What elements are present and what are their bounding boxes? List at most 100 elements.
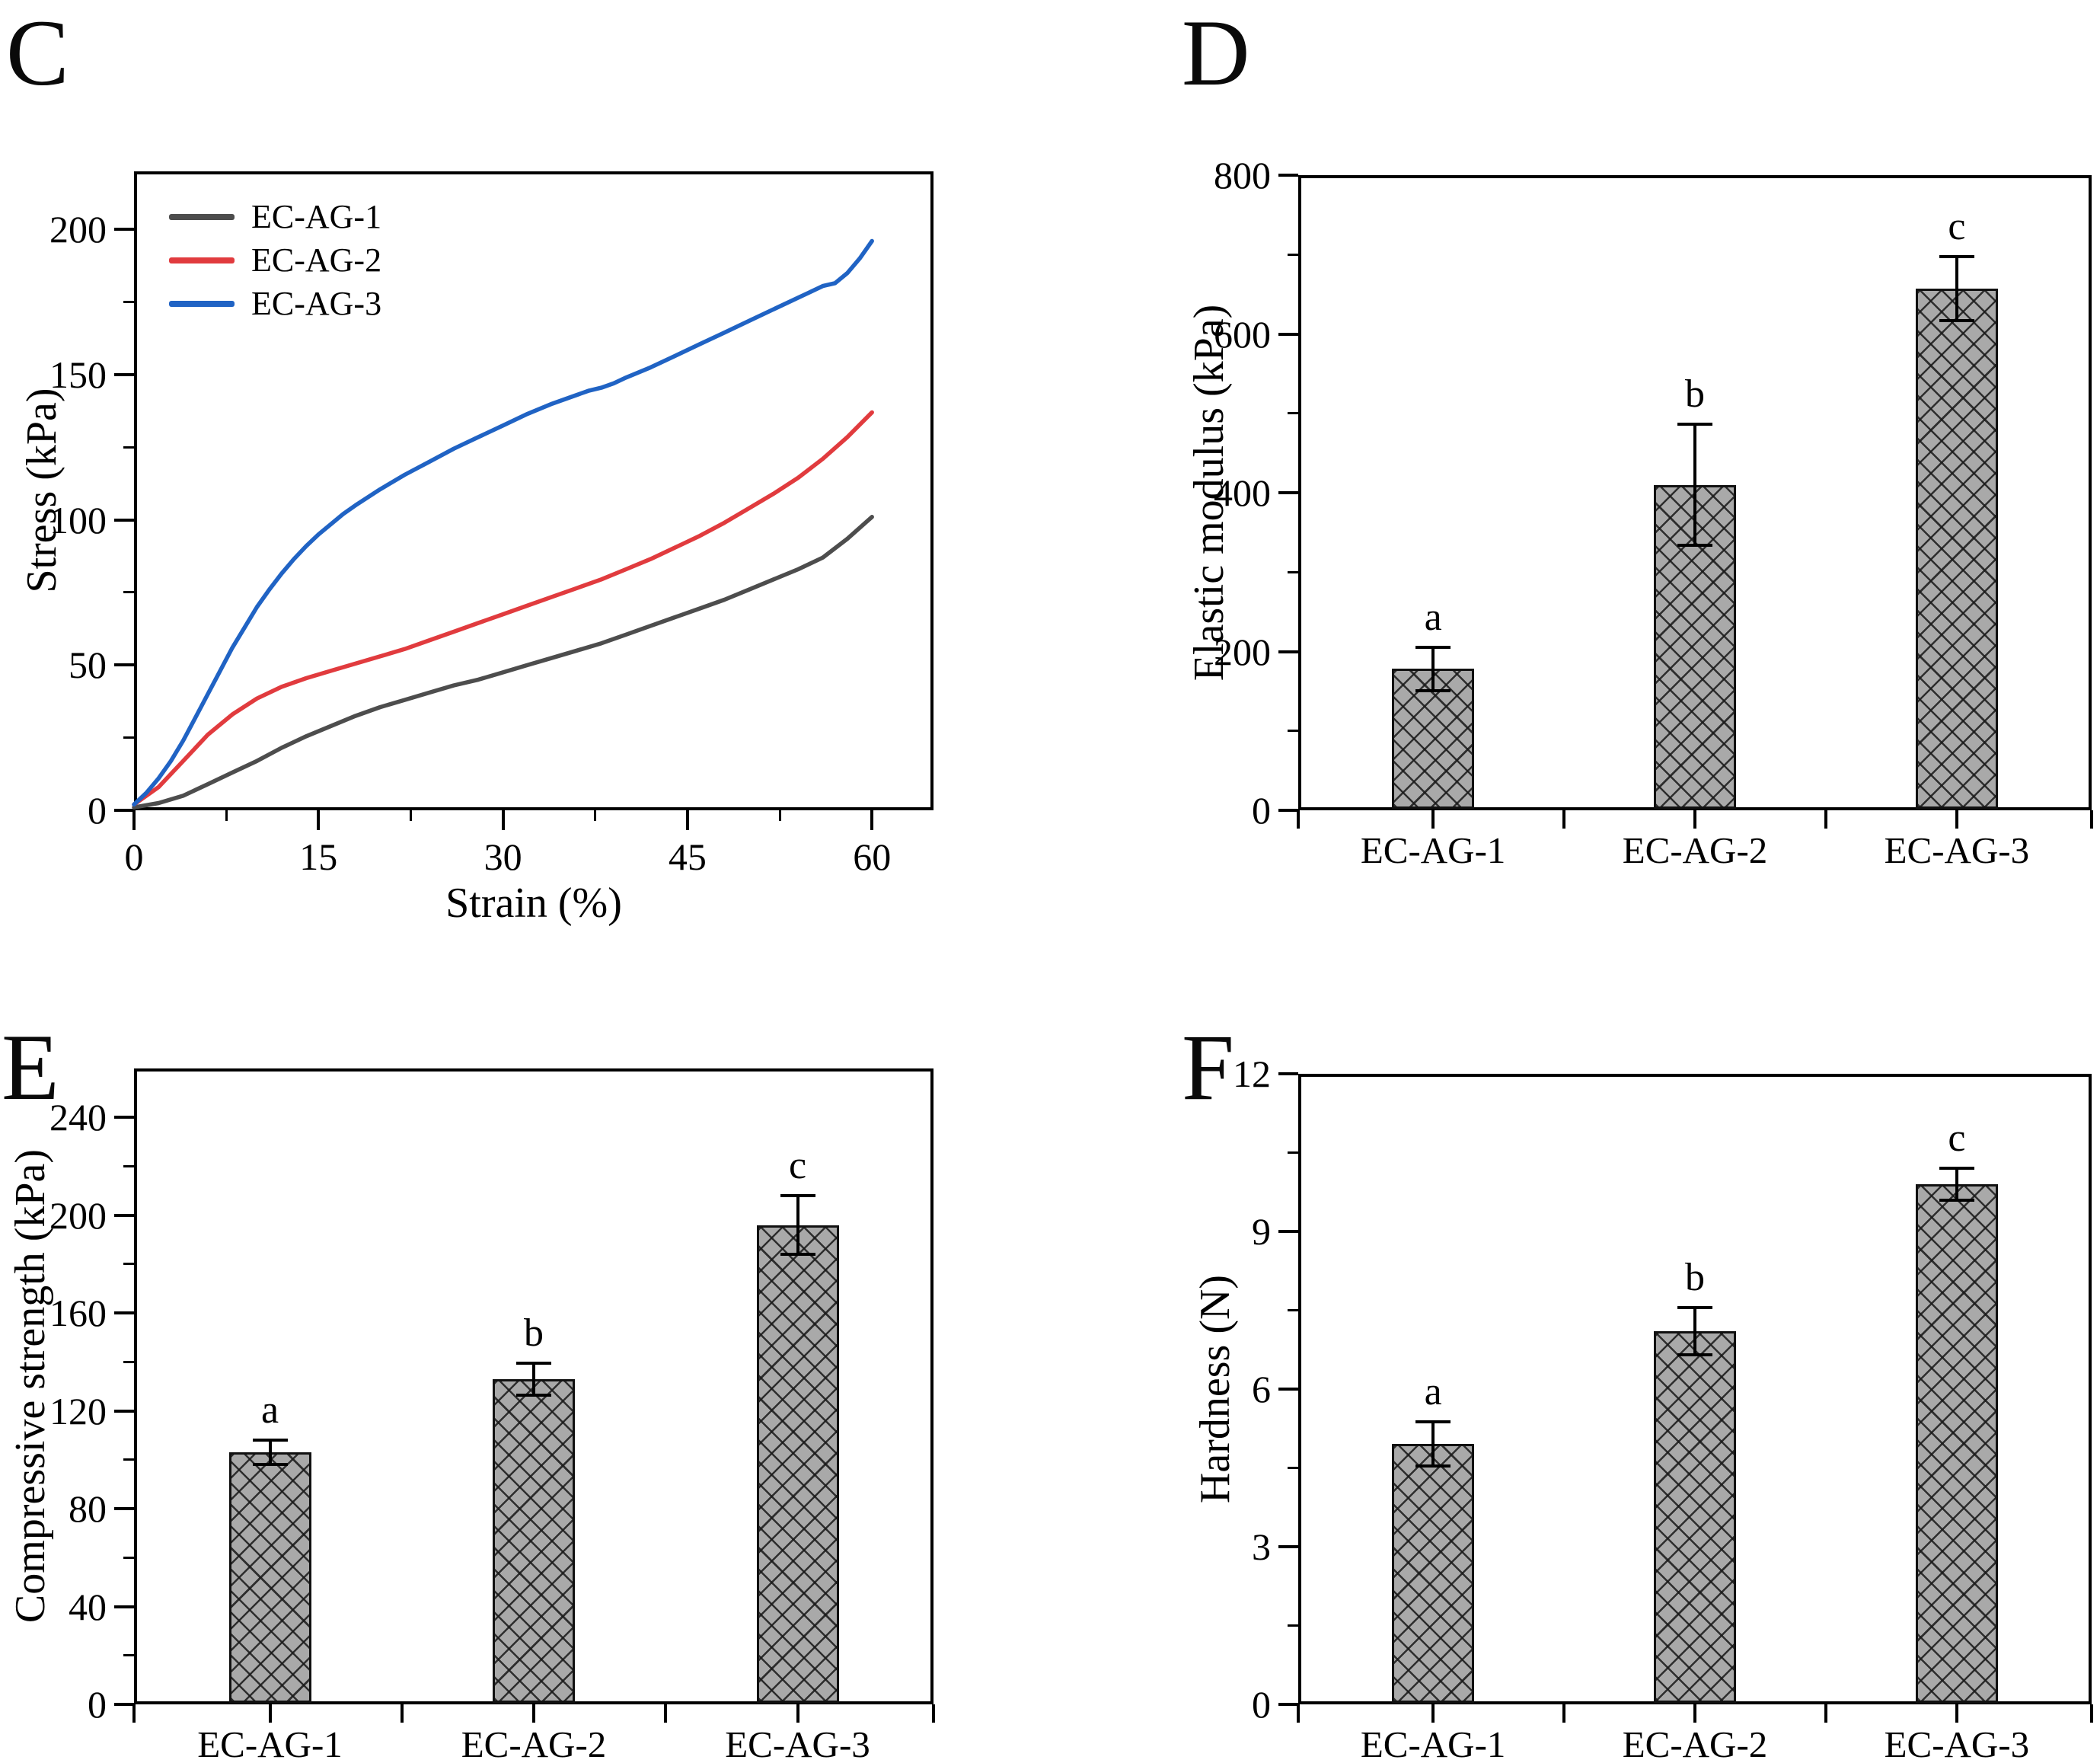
y-major-tick	[114, 1116, 134, 1119]
y-major-tick	[114, 518, 134, 522]
x-separator-tick	[664, 1704, 668, 1723]
y-major-tick	[1278, 650, 1298, 653]
significance-letter: c	[1948, 205, 1966, 249]
significance-letter: c	[1948, 1116, 1966, 1161]
bar-ec-ag-3	[1915, 289, 1998, 809]
y-tick-label: 9	[1252, 1210, 1271, 1253]
x-separator-tick	[400, 1704, 404, 1723]
x-category-tick	[532, 1704, 535, 1723]
error-bar-cap-bottom	[1677, 1353, 1712, 1357]
x-category-tick	[1693, 1704, 1696, 1723]
y-minor-tick	[123, 1164, 134, 1167]
y-tick-label: 200	[49, 1193, 107, 1237]
y-tick-label: 0	[1252, 789, 1271, 832]
x-tick-label: 45	[668, 835, 707, 878]
x-tick-label: 60	[853, 835, 892, 878]
plot-box	[1298, 175, 2092, 810]
y-major-tick	[114, 809, 134, 812]
y-tick-label: 12	[1233, 1052, 1271, 1095]
error-bar-cap-top	[516, 1361, 551, 1365]
y-minor-tick	[1288, 253, 1298, 256]
error-bar-line	[1693, 1308, 1696, 1356]
x-minor-tick	[594, 810, 597, 821]
bar-ec-ag-2	[1654, 484, 1736, 809]
category-label: EC-AG-1	[1360, 829, 1506, 871]
error-bar-cap-bottom	[1677, 543, 1712, 547]
error-bar-cap-top	[252, 1439, 288, 1442]
y-major-tick	[114, 1311, 134, 1315]
panel-letter-c: C	[6, 1, 69, 105]
y-major-tick	[114, 228, 134, 232]
series-line-ec-ag-1	[132, 515, 874, 810]
plot-box	[134, 171, 934, 810]
significance-letter: a	[1424, 596, 1442, 640]
y-minor-tick	[123, 446, 134, 449]
y-tick-label: 200	[49, 208, 107, 251]
y-axis-title-stress: Stress (kPa)	[18, 388, 65, 593]
x-minor-tick	[778, 810, 781, 821]
y-major-tick	[1278, 1230, 1298, 1233]
error-bar-cap-bottom	[516, 1393, 551, 1397]
x-category-tick	[1693, 810, 1696, 829]
y-minor-tick	[1288, 570, 1298, 573]
error-bar-cap-bottom	[1939, 1198, 1974, 1202]
y-minor-tick	[123, 1654, 134, 1657]
y-axis-title-hardness: Hardness (N)	[1192, 1274, 1239, 1504]
y-tick-label: 400	[1214, 471, 1271, 514]
error-bar-cap-bottom	[1939, 318, 1974, 322]
y-major-tick	[1278, 1388, 1298, 1391]
series-line-ec-ag-3	[132, 238, 874, 807]
y-major-tick	[114, 1213, 134, 1217]
error-bar-cap-top	[1939, 255, 1974, 259]
y-minor-tick	[1288, 1151, 1298, 1154]
y-tick-label: 0	[1252, 1683, 1271, 1726]
x-separator-tick	[2090, 810, 2093, 829]
y-major-tick	[114, 663, 134, 667]
y-minor-tick	[123, 1360, 134, 1363]
bar-ec-ag-3	[756, 1225, 839, 1703]
error-bar-line	[1693, 424, 1696, 545]
x-category-tick	[268, 1704, 272, 1723]
legend-label-ec-ag-2: EC-AG-2	[251, 241, 382, 279]
y-minor-tick	[123, 1458, 134, 1461]
error-bar-cap-top	[780, 1194, 815, 1197]
x-major-tick	[317, 810, 321, 830]
y-minor-tick	[123, 736, 134, 739]
panel-letter-e: E	[2, 1015, 59, 1119]
y-tick-label: 80	[69, 1487, 107, 1531]
y-major-tick	[1278, 491, 1298, 494]
y-axis-title-elastic-modulus: Elastic modulus (kPa)	[1186, 304, 1233, 682]
category-label: EC-AG-3	[1884, 829, 2030, 871]
significance-letter: b	[1685, 1256, 1705, 1300]
y-tick-label: 150	[49, 353, 107, 396]
y-major-tick	[1278, 809, 1298, 812]
x-minor-tick	[409, 810, 412, 821]
y-tick-label: 100	[49, 498, 107, 541]
category-label: EC-AG-1	[197, 1723, 343, 1763]
y-tick-label: 200	[1214, 630, 1271, 673]
series-line-ec-ag-2	[132, 410, 874, 807]
legend-swatch-ec-ag-2	[169, 257, 235, 263]
legend-swatch-ec-ag-3	[169, 301, 235, 307]
bar-ec-ag-1	[1392, 1444, 1475, 1703]
bar-ec-ag-1	[228, 1452, 311, 1703]
y-major-tick	[114, 1703, 134, 1706]
x-tick-label: 15	[299, 835, 338, 878]
x-separator-tick	[2090, 1704, 2093, 1723]
y-tick-label: 0	[88, 1683, 107, 1726]
y-major-tick	[114, 1507, 134, 1511]
category-label: EC-AG-3	[1884, 1723, 2030, 1763]
significance-letter: c	[788, 1144, 807, 1187]
y-minor-tick	[123, 591, 134, 594]
x-separator-tick	[1824, 1704, 1827, 1723]
x-minor-tick	[225, 810, 228, 821]
y-major-tick	[1278, 1703, 1298, 1706]
y-minor-tick	[123, 301, 134, 304]
x-separator-tick	[1562, 1704, 1566, 1723]
x-major-tick	[870, 810, 874, 830]
error-bar-cap-top	[1939, 1167, 1974, 1171]
error-bar-line	[1955, 257, 1958, 321]
x-major-tick	[501, 810, 505, 830]
y-major-tick	[1278, 332, 1298, 336]
x-separator-tick	[1297, 1704, 1300, 1723]
